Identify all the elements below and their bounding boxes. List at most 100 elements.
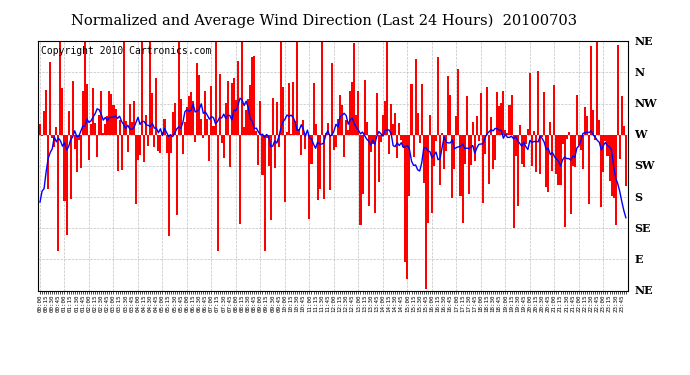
Bar bbox=[592, 110, 594, 135]
Bar bbox=[562, 135, 564, 144]
Bar bbox=[609, 135, 611, 182]
Bar bbox=[53, 135, 55, 147]
Bar bbox=[339, 95, 341, 135]
Bar bbox=[382, 115, 384, 135]
Bar bbox=[566, 135, 568, 139]
Bar bbox=[333, 135, 335, 150]
Bar bbox=[445, 135, 447, 151]
Bar bbox=[621, 96, 623, 135]
Bar bbox=[555, 135, 558, 174]
Bar bbox=[484, 135, 486, 153]
Bar bbox=[470, 135, 472, 165]
Bar bbox=[551, 135, 553, 171]
Bar bbox=[215, 41, 217, 135]
Bar bbox=[131, 122, 133, 135]
Bar bbox=[408, 135, 411, 196]
Bar bbox=[255, 131, 257, 135]
Bar bbox=[304, 135, 306, 148]
Text: N: N bbox=[634, 67, 644, 78]
Bar bbox=[259, 101, 262, 135]
Bar bbox=[88, 135, 90, 160]
Bar bbox=[486, 87, 488, 135]
Bar bbox=[208, 135, 210, 161]
Bar bbox=[549, 122, 551, 135]
Bar bbox=[82, 91, 84, 135]
Bar bbox=[290, 134, 292, 135]
Bar bbox=[572, 135, 574, 166]
Bar bbox=[576, 94, 578, 135]
Bar bbox=[353, 43, 355, 135]
Bar bbox=[613, 135, 615, 198]
Bar bbox=[547, 135, 549, 192]
Bar bbox=[392, 124, 394, 135]
Bar bbox=[292, 81, 294, 135]
Bar bbox=[496, 92, 498, 135]
Bar bbox=[233, 78, 235, 135]
Bar bbox=[237, 61, 239, 135]
Bar bbox=[388, 135, 390, 153]
Bar bbox=[164, 118, 166, 135]
Text: SE: SE bbox=[634, 223, 651, 234]
Bar bbox=[176, 135, 178, 216]
Bar bbox=[149, 41, 151, 135]
Bar bbox=[313, 83, 315, 135]
Bar bbox=[280, 41, 282, 135]
Bar bbox=[135, 135, 137, 204]
Bar bbox=[210, 86, 213, 135]
Bar bbox=[623, 126, 625, 135]
Bar bbox=[374, 135, 376, 213]
Bar bbox=[41, 135, 43, 136]
Bar bbox=[115, 109, 117, 135]
Bar bbox=[517, 135, 519, 206]
Bar bbox=[455, 116, 457, 135]
Bar bbox=[272, 98, 274, 135]
Bar bbox=[196, 63, 198, 135]
Bar bbox=[404, 135, 406, 262]
Text: W: W bbox=[634, 129, 647, 140]
Bar bbox=[229, 135, 231, 167]
Bar bbox=[206, 119, 208, 135]
Bar bbox=[117, 135, 119, 171]
Bar bbox=[249, 86, 251, 135]
Bar bbox=[221, 135, 223, 143]
Bar bbox=[351, 82, 353, 135]
Bar bbox=[123, 41, 125, 135]
Bar bbox=[168, 135, 170, 236]
Bar bbox=[419, 135, 421, 143]
Bar bbox=[611, 135, 613, 196]
Bar bbox=[596, 41, 598, 135]
Bar bbox=[325, 133, 327, 135]
Bar bbox=[270, 135, 272, 220]
Bar bbox=[192, 100, 194, 135]
Bar bbox=[331, 63, 333, 135]
Bar bbox=[474, 135, 476, 160]
Bar bbox=[600, 135, 602, 207]
Bar bbox=[584, 107, 586, 135]
Bar bbox=[537, 71, 539, 135]
Bar bbox=[521, 135, 523, 164]
Bar bbox=[86, 84, 88, 135]
Bar bbox=[366, 122, 368, 135]
Bar bbox=[327, 123, 329, 135]
Bar bbox=[451, 135, 453, 198]
Bar bbox=[398, 123, 400, 135]
Bar bbox=[490, 117, 492, 135]
Bar bbox=[421, 84, 423, 135]
Bar bbox=[288, 83, 290, 135]
Bar bbox=[68, 111, 70, 135]
Bar bbox=[453, 135, 455, 169]
Bar bbox=[47, 135, 49, 189]
Bar bbox=[84, 41, 86, 135]
Bar bbox=[178, 41, 180, 135]
Bar bbox=[441, 133, 443, 135]
Bar bbox=[433, 135, 435, 166]
Bar bbox=[504, 130, 506, 135]
Bar bbox=[133, 101, 135, 135]
Bar bbox=[492, 135, 494, 168]
Bar bbox=[384, 101, 386, 135]
Bar bbox=[349, 90, 351, 135]
Bar bbox=[155, 78, 157, 135]
Bar bbox=[241, 41, 243, 135]
Bar bbox=[321, 41, 323, 135]
Bar bbox=[137, 135, 139, 160]
